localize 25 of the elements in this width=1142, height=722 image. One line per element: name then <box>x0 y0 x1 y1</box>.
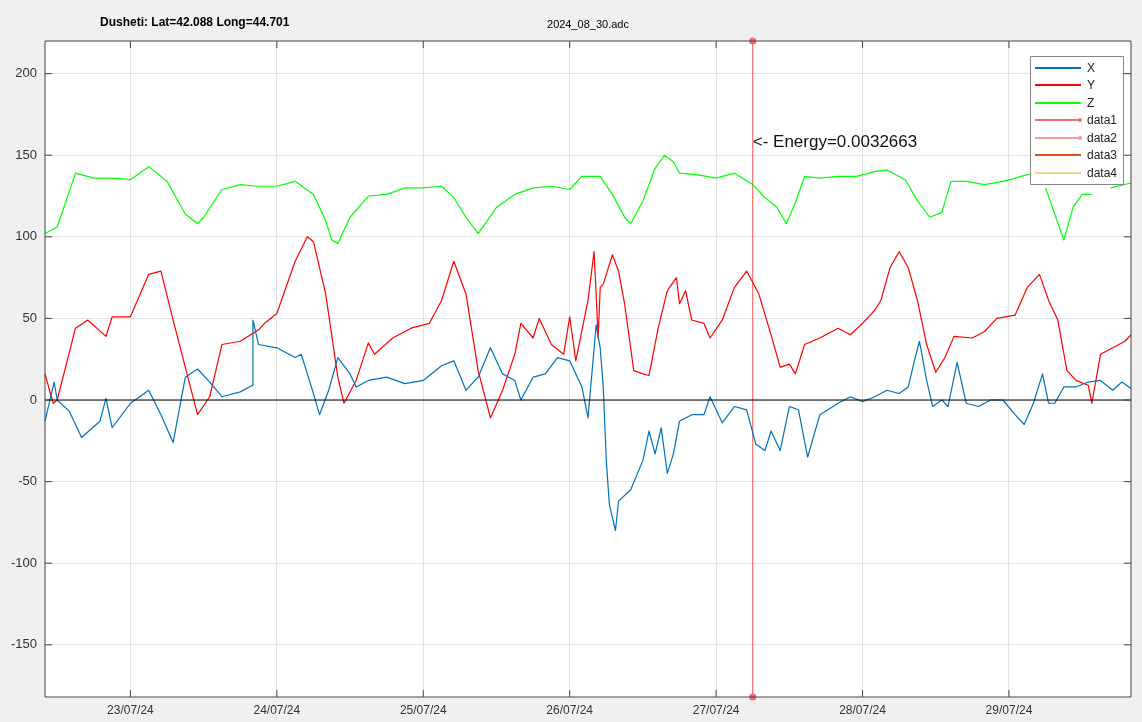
legend-label: data2 <box>1086 130 1117 145</box>
y-tick-label: 50 <box>22 309 37 325</box>
x-tick-label: 24/07/24 <box>253 702 301 717</box>
legend-label: data1 <box>1086 113 1117 128</box>
legend-label: Y <box>1086 78 1095 93</box>
y-tick-label: -50 <box>18 473 37 489</box>
y-tick-label: 200 <box>15 65 37 81</box>
x-tick-label: 23/07/24 <box>107 702 155 717</box>
legend-label: X <box>1086 60 1095 75</box>
legend-label: Z <box>1086 95 1095 110</box>
y-tick-label: 100 <box>15 228 37 244</box>
annotation: <- Energy=0.0032663 <box>752 131 918 151</box>
legend-label: data4 <box>1086 165 1117 180</box>
y-tick-label: 0 <box>29 391 37 407</box>
chart-subtitle: 2024_08_30.adc <box>547 18 629 30</box>
y-tick-label: -100 <box>10 554 37 570</box>
chart-title: Dusheti: Lat=42.088 Long=44.701 <box>100 15 290 29</box>
x-tick-label: 29/07/24 <box>985 702 1033 717</box>
y-tick-label: -150 <box>10 636 37 652</box>
x-tick-label: 28/07/24 <box>839 702 887 717</box>
legend-label: data3 <box>1086 148 1117 163</box>
y-tick-label: 150 <box>15 146 37 162</box>
x-tick-label: 27/07/24 <box>692 702 740 717</box>
x-tick-label: 26/07/24 <box>546 702 594 717</box>
x-tick-label: 25/07/24 <box>399 702 447 717</box>
